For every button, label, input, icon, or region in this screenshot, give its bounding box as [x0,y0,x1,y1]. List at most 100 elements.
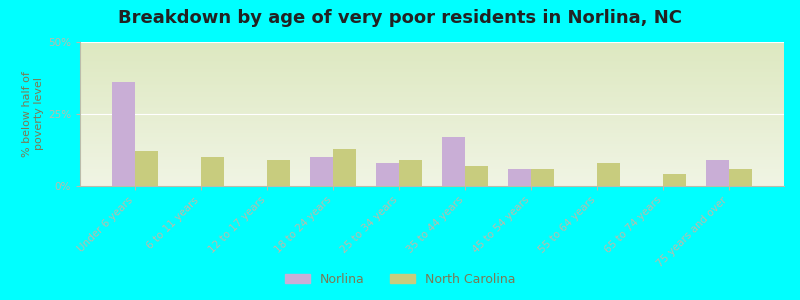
Bar [80,48,784,49]
Bar [80,104,784,105]
Bar [399,160,422,186]
Bar [80,46,784,48]
Bar [80,139,784,140]
Y-axis label: % below half of
poverty level: % below half of poverty level [22,71,44,157]
Bar [267,160,290,186]
Bar [80,118,784,120]
Bar [80,100,784,101]
Bar [80,98,784,100]
Bar [135,152,158,186]
Bar [80,59,784,61]
Bar [80,152,784,153]
Bar [80,127,784,128]
Bar [80,112,784,114]
Bar [80,179,784,180]
Bar [80,161,784,163]
Bar [80,173,784,175]
Bar [80,141,784,143]
Bar [80,175,784,176]
Bar [80,156,784,157]
Bar [80,81,784,82]
Bar [80,49,784,51]
Bar [80,58,784,59]
Bar [80,124,784,125]
Bar [729,169,752,186]
Bar [80,133,784,134]
Bar [80,183,784,184]
Bar [442,137,465,186]
Bar [80,69,784,71]
Bar [201,157,224,186]
Bar [80,169,784,170]
Bar [376,163,399,186]
Bar [80,72,784,74]
Bar [80,88,784,89]
Bar [80,144,784,146]
Bar [80,163,784,164]
Bar [80,85,784,87]
Legend: Norlina, North Carolina: Norlina, North Carolina [280,268,520,291]
Bar [80,180,784,182]
Bar [80,160,784,161]
Bar [80,143,784,144]
Bar [531,169,554,186]
Bar [80,140,784,141]
Bar [80,177,784,179]
Bar [80,121,784,123]
Bar [80,164,784,166]
Bar [465,166,488,186]
Bar [80,51,784,52]
Bar [508,169,531,186]
Bar [80,130,784,131]
Text: Breakdown by age of very poor residents in Norlina, NC: Breakdown by age of very poor residents … [118,9,682,27]
Bar [80,56,784,58]
Bar [80,103,784,104]
Bar [80,44,784,45]
Bar [80,172,784,173]
Bar [80,134,784,136]
Bar [80,154,784,156]
Bar [80,94,784,95]
Bar [80,110,784,111]
Bar [80,148,784,150]
Bar [80,166,784,167]
Bar [80,176,784,177]
Bar [80,114,784,116]
Bar [80,107,784,108]
Bar [80,150,784,152]
Bar [80,184,784,186]
Bar [310,157,333,186]
Bar [80,76,784,78]
Bar [80,136,784,137]
Bar [80,153,784,154]
Bar [80,84,784,85]
Bar [80,92,784,94]
Bar [80,157,784,159]
Bar [80,97,784,98]
Bar [80,68,784,69]
Bar [80,67,784,68]
Bar [80,95,784,97]
Bar [80,42,784,44]
Bar [80,75,784,76]
Bar [80,182,784,183]
Bar [80,105,784,107]
Bar [80,117,784,118]
Bar [80,64,784,65]
Bar [80,159,784,160]
Bar [80,167,784,169]
Bar [80,137,784,139]
Bar [80,53,784,55]
Bar [80,101,784,103]
Bar [80,52,784,53]
Bar [112,82,135,186]
Bar [80,62,784,64]
Bar [80,78,784,80]
Bar [80,123,784,124]
Bar [80,111,784,112]
Bar [80,120,784,121]
Bar [80,80,784,81]
Bar [80,131,784,133]
Bar [80,89,784,91]
Bar [80,82,784,84]
